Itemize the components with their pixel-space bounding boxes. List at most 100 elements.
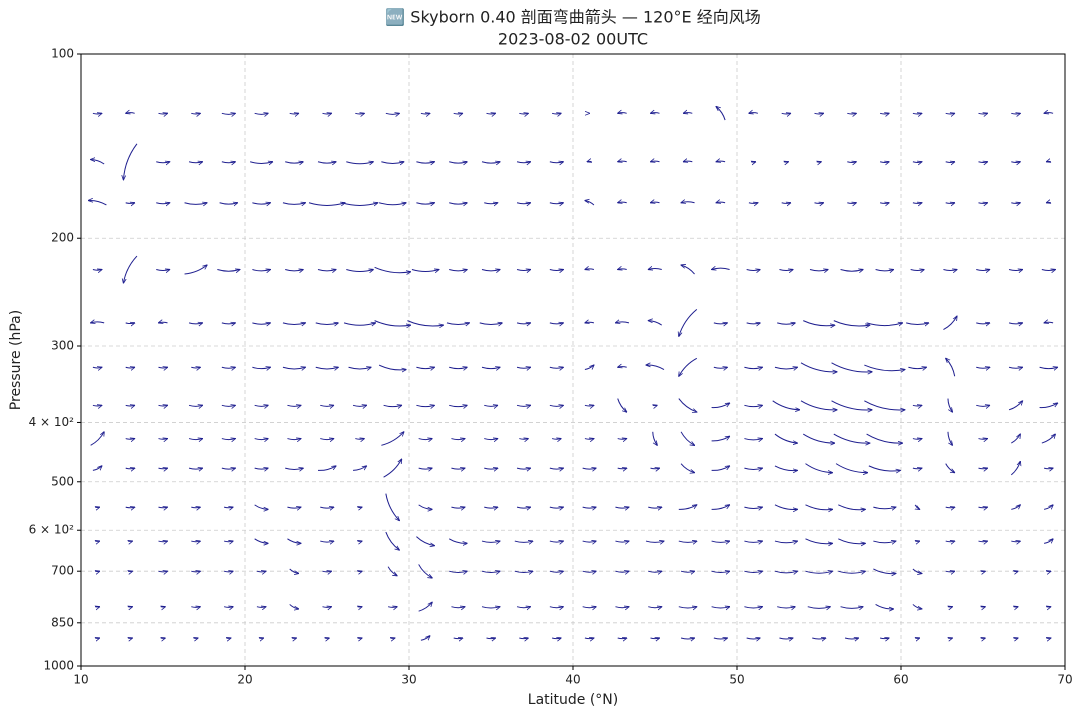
wind-arrow	[803, 321, 835, 326]
wind-arrow	[416, 367, 434, 368]
wind-arrow	[906, 323, 929, 325]
wind-arrow	[775, 505, 798, 510]
wind-arrow	[585, 322, 594, 323]
wind-arrow	[550, 541, 564, 542]
wind-arrow	[836, 464, 868, 473]
wind-arrow	[747, 638, 761, 639]
wind-arrow	[346, 270, 373, 272]
wind-arrow	[948, 399, 953, 413]
wind-arrow	[320, 507, 334, 508]
wind-arrow	[1044, 539, 1053, 544]
y-tick-label: 300	[51, 338, 74, 352]
y-axis-label: Pressure (hPa)	[8, 310, 24, 410]
wind-arrow	[517, 270, 531, 271]
chart-subtitle: 2023-08-02 00UTC	[498, 30, 648, 49]
wind-arrow	[651, 113, 660, 114]
wind-arrow	[747, 323, 761, 324]
wind-arrow	[159, 113, 168, 114]
wind-arrow	[744, 439, 762, 440]
wind-arrow	[252, 323, 270, 324]
wind-arrow	[749, 113, 758, 114]
wind-arrow	[454, 113, 463, 114]
wind-arrow	[946, 203, 955, 204]
wind-arrow	[287, 439, 301, 440]
wind-arrow	[979, 439, 988, 440]
wind-arrow	[775, 434, 798, 443]
wind-arrow	[552, 638, 561, 639]
wind-arrow	[683, 113, 692, 114]
y-tick-label: 200	[51, 231, 74, 245]
wind-arrow	[379, 203, 406, 205]
wind-arrow	[156, 270, 170, 271]
y-tick-label: 6 × 10²	[29, 523, 75, 537]
wind-arrow	[126, 113, 135, 114]
wind-arrow	[449, 270, 467, 271]
wind-arrow	[1040, 403, 1058, 408]
wind-arrow	[681, 571, 695, 572]
wind-arrow	[283, 323, 306, 325]
wind-arrow	[681, 202, 695, 203]
wind-arrow	[519, 638, 528, 639]
wind-arrow	[779, 270, 793, 271]
wind-arrow	[156, 203, 170, 204]
wind-arrow	[224, 541, 233, 542]
wind-arrow	[416, 405, 434, 406]
wind-arrow	[449, 367, 467, 368]
wind-arrow	[834, 321, 870, 326]
wind-arrow	[255, 539, 269, 544]
wind-arrow	[876, 270, 894, 271]
wind-arrow	[979, 162, 988, 163]
wind-arrow	[946, 464, 955, 473]
wind-arrow	[1011, 434, 1020, 443]
wind-arrow	[309, 203, 345, 206]
wind-arrow	[648, 269, 662, 270]
wind-arrow	[318, 466, 336, 471]
wind-arrow	[979, 203, 988, 204]
wind-arrow	[712, 268, 730, 269]
wind-arrow	[451, 507, 465, 508]
wind-arrow	[618, 161, 627, 162]
wind-arrow	[585, 365, 594, 370]
wind-arrow	[550, 367, 564, 368]
wind-arrow	[126, 507, 135, 508]
wind-arrow	[550, 270, 564, 271]
wind-arrow	[283, 367, 306, 369]
wind-arrow	[832, 363, 873, 372]
wind-arrow	[323, 113, 332, 114]
wind-arrow	[381, 432, 404, 446]
wind-arrow	[801, 401, 837, 410]
wind-arrow	[1009, 323, 1023, 324]
wind-arrow	[517, 607, 531, 608]
wind-arrow	[864, 401, 905, 410]
wind-arrow	[775, 541, 798, 543]
wind-arrow	[838, 505, 865, 510]
wind-arrow	[550, 507, 564, 508]
wind-arrow	[1044, 505, 1053, 510]
wind-arrow	[979, 541, 988, 542]
wind-arrow	[552, 439, 561, 440]
wind-arrow	[615, 507, 629, 508]
wind-arrow	[585, 405, 594, 406]
wind-arrow	[946, 541, 955, 542]
wind-arrow	[255, 468, 269, 469]
wind-arrow	[482, 607, 500, 608]
wind-arrow	[880, 638, 889, 639]
wind-arrow	[320, 405, 334, 406]
wind-arrow	[449, 162, 467, 163]
wind-arrow	[323, 607, 332, 608]
wind-arrow	[93, 367, 102, 368]
wind-arrow	[1011, 461, 1020, 475]
wind-arrow	[384, 459, 402, 477]
wind-arrow	[189, 323, 203, 324]
wind-arrow	[845, 638, 859, 639]
x-tick-label: 40	[565, 673, 580, 687]
wind-arrow	[653, 432, 658, 446]
wind-arrow	[976, 323, 990, 324]
wind-arrow	[220, 203, 238, 204]
wind-arrow	[126, 405, 135, 406]
x-tick-label: 50	[729, 673, 744, 687]
wind-arrow	[519, 113, 528, 114]
wind-arrow	[712, 541, 730, 542]
wind-arrow	[648, 607, 662, 608]
wind-arrow	[285, 270, 303, 271]
